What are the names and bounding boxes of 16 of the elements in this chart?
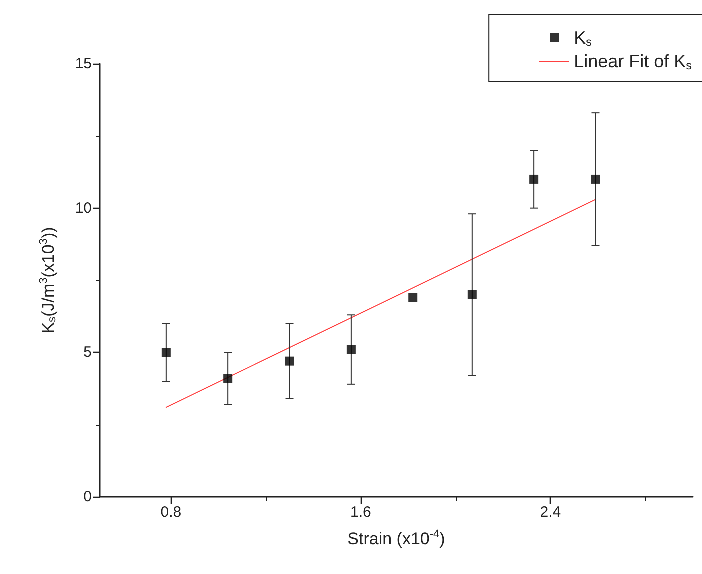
point xyxy=(285,356,294,366)
x-tick-label: 2.4 xyxy=(540,504,562,521)
y-tick-label: 15 xyxy=(75,56,92,72)
point xyxy=(468,290,477,300)
x-tick-label: 0.8 xyxy=(160,504,182,521)
y-tick-label: 10 xyxy=(75,200,92,217)
y-tick-label: 0 xyxy=(84,488,92,506)
point xyxy=(408,293,418,302)
point xyxy=(530,174,539,184)
x-tick-label: 1.6 xyxy=(350,504,372,521)
point xyxy=(591,174,600,184)
y-tick-label: 5 xyxy=(84,344,92,362)
y-axis-title: Ks(J/m3(x103)) xyxy=(38,227,58,334)
point xyxy=(346,345,356,354)
point xyxy=(224,374,233,384)
point xyxy=(162,348,171,358)
